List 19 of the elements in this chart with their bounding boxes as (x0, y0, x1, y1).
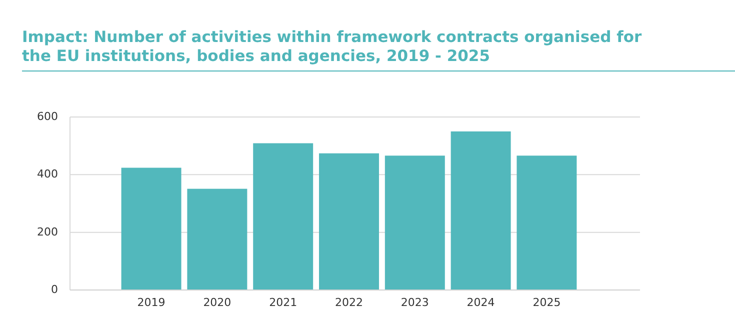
bar (121, 168, 182, 290)
y-tick-label: 200 (37, 225, 58, 238)
bar (450, 131, 511, 290)
x-tick-label: 2025 (532, 296, 561, 309)
bar (319, 153, 379, 290)
x-tick-label: 2024 (466, 296, 495, 309)
y-tick-label: 600 (37, 110, 58, 124)
bar (384, 156, 445, 290)
x-tick-label: 2020 (203, 296, 232, 309)
bar (187, 188, 248, 290)
bar (516, 156, 577, 290)
y-tick-label: 400 (37, 168, 58, 181)
bar (253, 143, 314, 290)
x-tick-label: 2021 (269, 296, 298, 309)
chart-title: Impact: Number of activities within framework contracts organised for the EU institutions, bodies and agencies, 2019 - 2025 (22, 28, 642, 65)
x-tick-label: 2022 (335, 296, 363, 309)
x-tick-label: 2023 (400, 296, 429, 309)
y-tick-label: 0 (51, 283, 58, 296)
x-tick-label: 2019 (137, 296, 166, 309)
